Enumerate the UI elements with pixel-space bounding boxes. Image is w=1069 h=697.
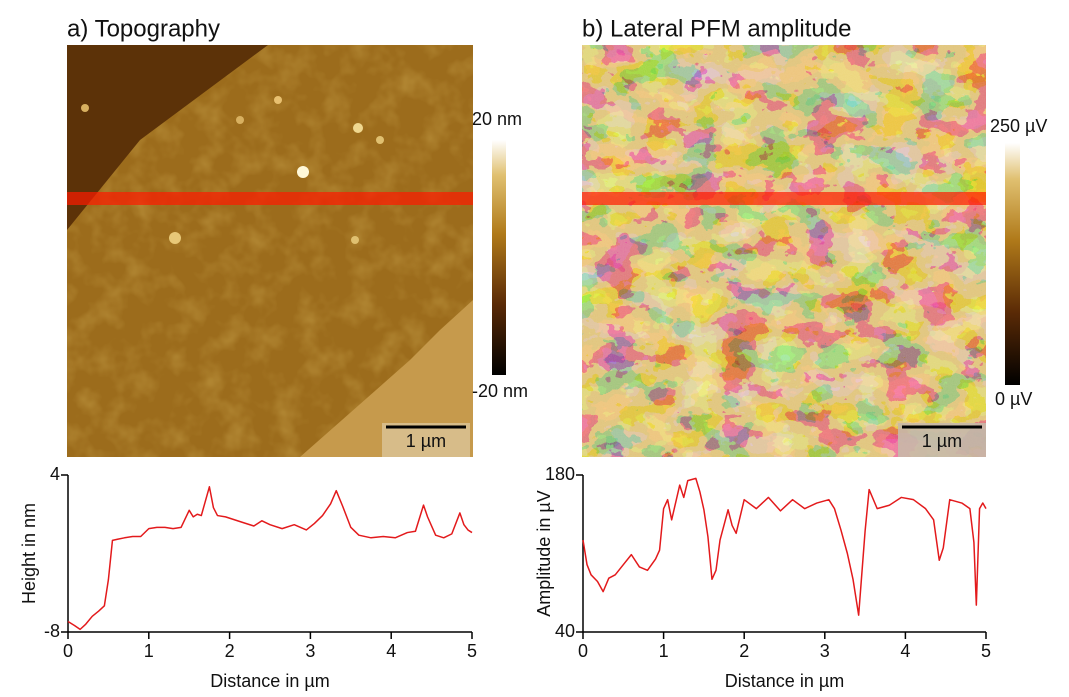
x-tick-label: 0 xyxy=(578,641,588,661)
topography-image xyxy=(67,45,473,457)
x-tick-label: 2 xyxy=(739,641,749,661)
y-tick-label: -8 xyxy=(44,621,60,641)
x-tick-label: 3 xyxy=(820,641,830,661)
x-tick-label: 1 xyxy=(144,641,154,661)
colorbar-max: 250 µV xyxy=(990,116,1047,136)
y-axis-label: Amplitude in µV xyxy=(534,490,554,616)
data-line xyxy=(582,477,987,616)
x-axis-label: Distance in µm xyxy=(210,671,329,691)
x-tick-label: 4 xyxy=(386,641,396,661)
panel-title: b) Lateral PFM amplitude xyxy=(582,15,851,42)
scale-bar-label: 1 µm xyxy=(922,431,962,451)
colorbar-min: -20 nm xyxy=(472,381,528,401)
data-line xyxy=(67,486,473,631)
colorbar xyxy=(1005,143,1020,385)
scale-bar-label: 1 µm xyxy=(406,431,446,451)
y-tick-label: 40 xyxy=(555,621,575,641)
x-tick-label: 2 xyxy=(225,641,235,661)
y-axis-label: Height in nm xyxy=(19,503,39,604)
x-tick-label: 1 xyxy=(659,641,669,661)
panel-title: a) Topography xyxy=(67,15,220,42)
x-tick-label: 5 xyxy=(467,641,477,661)
x-axis-label: Distance in µm xyxy=(725,671,844,691)
colorbar-min: 0 µV xyxy=(995,389,1032,409)
x-tick-label: 5 xyxy=(981,641,991,661)
x-tick-label: 3 xyxy=(305,641,315,661)
y-tick-label: 180 xyxy=(545,464,575,484)
pfm-image xyxy=(582,45,986,457)
y-tick-label: 4 xyxy=(50,464,60,484)
x-tick-label: 0 xyxy=(63,641,73,661)
colorbar-max: 20 nm xyxy=(472,109,522,129)
colorbar xyxy=(492,140,506,375)
x-tick-label: 4 xyxy=(900,641,910,661)
